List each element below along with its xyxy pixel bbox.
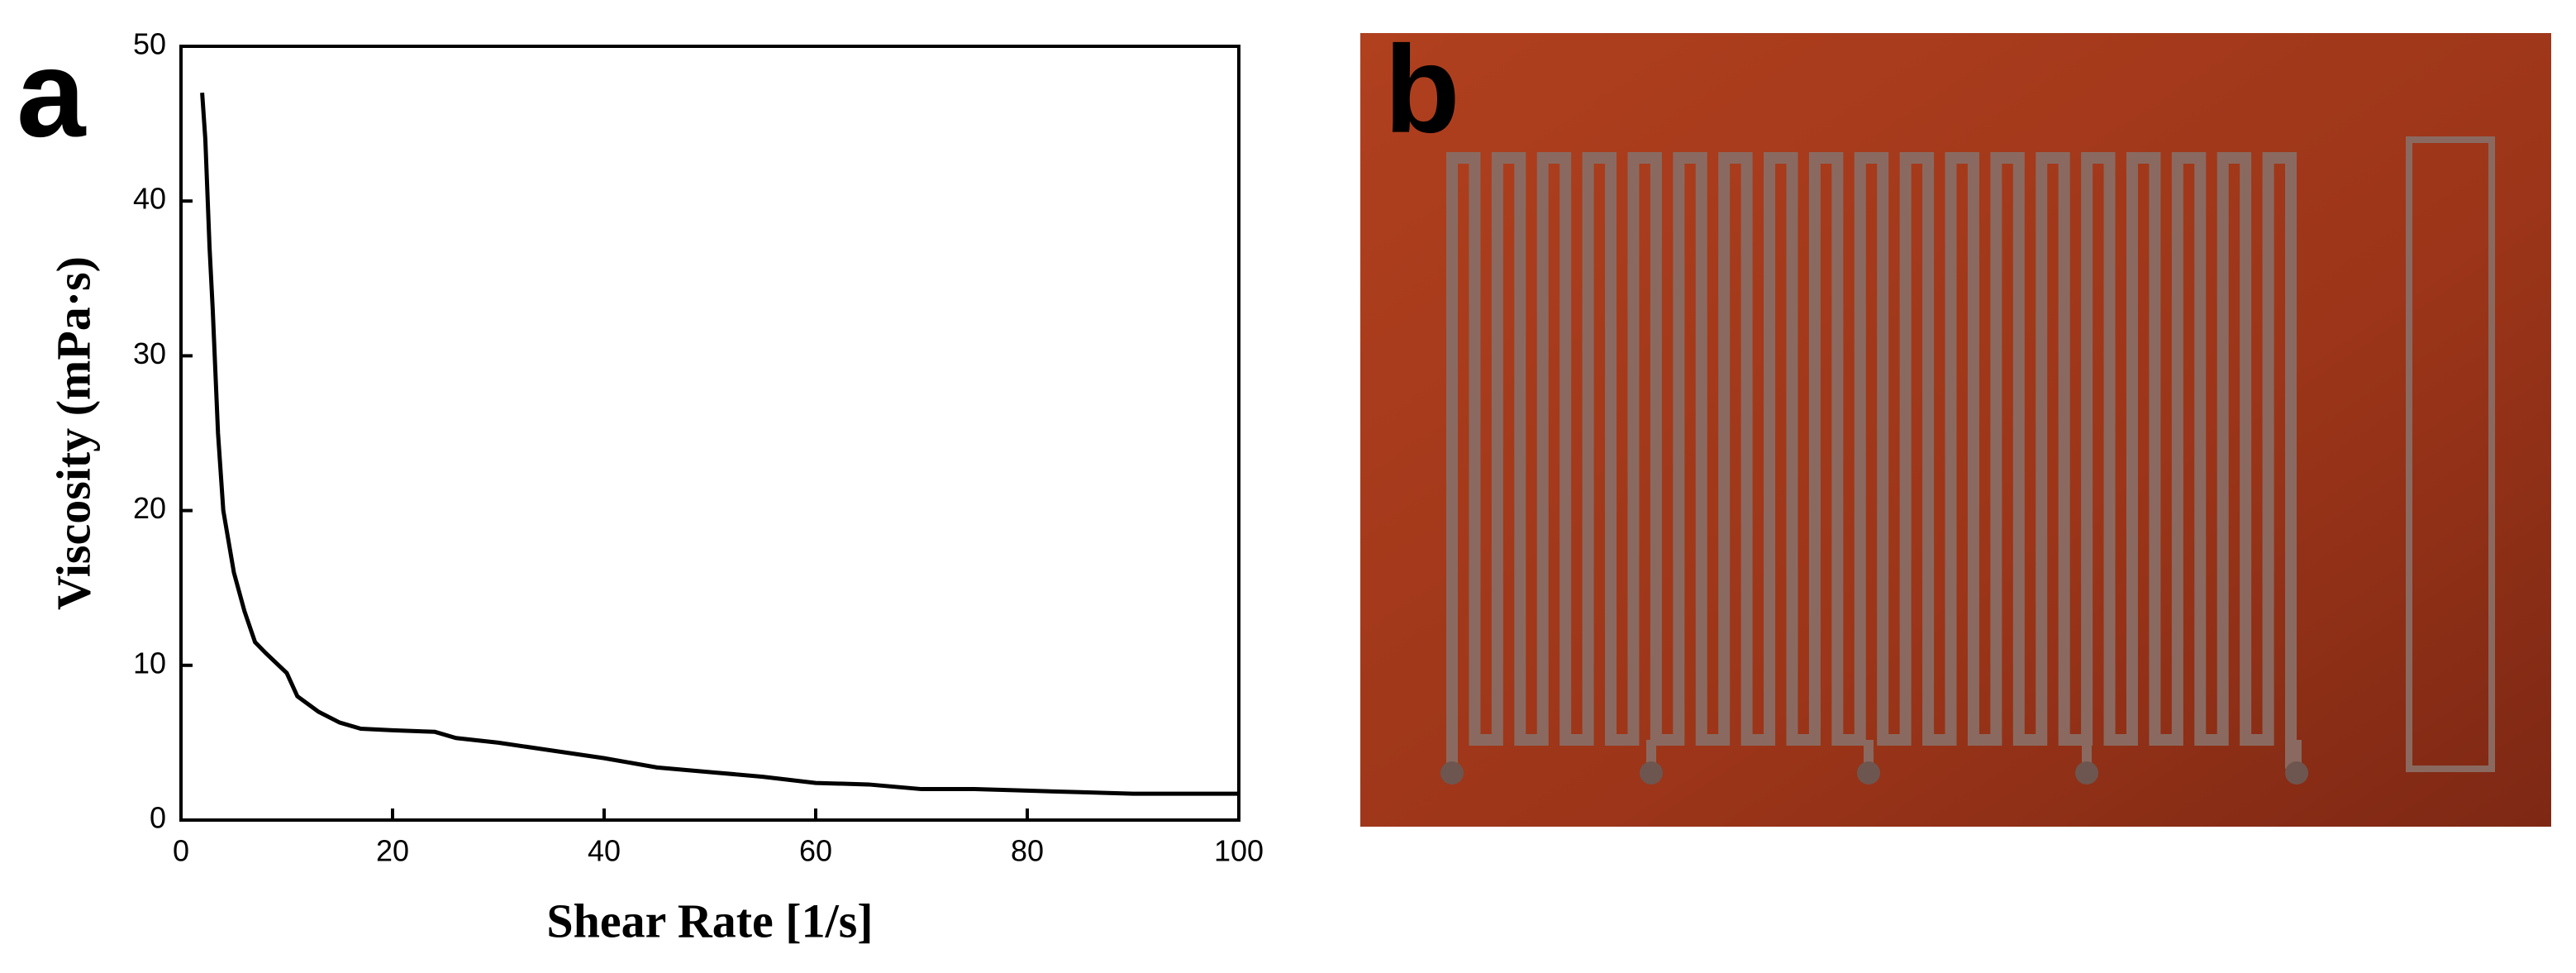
plot-frame bbox=[179, 45, 1240, 822]
panel-label: b bbox=[1384, 20, 1460, 159]
pad bbox=[1640, 761, 1663, 785]
pad bbox=[1857, 761, 1880, 785]
y-axis-label: Viscosity (mPa·s) bbox=[46, 256, 100, 610]
data-line bbox=[200, 92, 1239, 796]
panel-label: a bbox=[17, 24, 87, 163]
x-tick-label: 100 bbox=[1214, 834, 1264, 868]
x-tick-label: 20 bbox=[376, 834, 409, 868]
pad bbox=[1440, 761, 1464, 785]
y-tick-label: 30 bbox=[133, 336, 166, 370]
x-tick-label: 60 bbox=[799, 834, 832, 868]
y-tick-label: 20 bbox=[133, 491, 166, 525]
y-tick-label: 0 bbox=[150, 801, 166, 835]
photo: b bbox=[1360, 20, 2551, 827]
y-tick-label: 40 bbox=[133, 182, 166, 216]
pad bbox=[2075, 761, 2098, 785]
x-tick-label: 40 bbox=[588, 834, 621, 868]
y-tick-label: 10 bbox=[133, 646, 166, 680]
x-axis-label: Shear Rate [1/s] bbox=[546, 894, 873, 947]
electrode-frame bbox=[2406, 136, 2495, 772]
y-tick-label: 50 bbox=[133, 27, 166, 61]
electrode bbox=[1446, 152, 2297, 769]
pad bbox=[2285, 761, 2308, 785]
x-tick-label: 80 bbox=[1011, 834, 1044, 868]
x-tick-label: 0 bbox=[173, 834, 189, 868]
